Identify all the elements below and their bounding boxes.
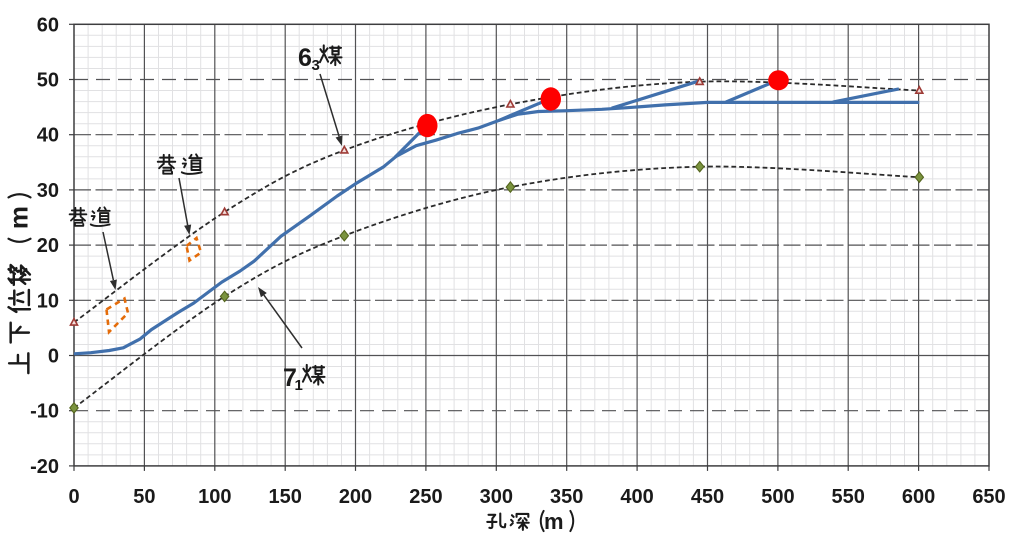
svg-text:-20: -20 xyxy=(30,456,59,478)
svg-text:500: 500 xyxy=(761,486,794,508)
svg-text:40: 40 xyxy=(37,125,59,147)
svg-text:150: 150 xyxy=(269,486,302,508)
svg-text:m: m xyxy=(4,206,34,229)
svg-text:0: 0 xyxy=(68,486,79,508)
svg-text:350: 350 xyxy=(550,486,583,508)
svg-text:550: 550 xyxy=(832,486,865,508)
svg-text:20: 20 xyxy=(37,235,59,257)
svg-text:30: 30 xyxy=(37,180,59,202)
svg-text:650: 650 xyxy=(972,486,1005,508)
svg-text:400: 400 xyxy=(620,486,653,508)
svg-text:100: 100 xyxy=(198,486,231,508)
svg-text:-10: -10 xyxy=(30,401,59,423)
svg-text:600: 600 xyxy=(902,486,935,508)
svg-text:60: 60 xyxy=(37,14,59,36)
svg-text:250: 250 xyxy=(409,486,442,508)
svg-text:0: 0 xyxy=(48,346,59,368)
svg-text:10: 10 xyxy=(37,290,59,312)
svg-text:50: 50 xyxy=(37,70,59,92)
svg-text:6: 6 xyxy=(298,44,312,72)
svg-text:200: 200 xyxy=(339,486,372,508)
svg-text:50: 50 xyxy=(133,486,155,508)
svg-text:3: 3 xyxy=(312,57,320,74)
svg-text:1: 1 xyxy=(295,377,303,394)
svg-text:450: 450 xyxy=(691,486,724,508)
svg-text:7: 7 xyxy=(283,364,297,392)
svg-text:m: m xyxy=(544,509,564,534)
svg-text:300: 300 xyxy=(480,486,513,508)
